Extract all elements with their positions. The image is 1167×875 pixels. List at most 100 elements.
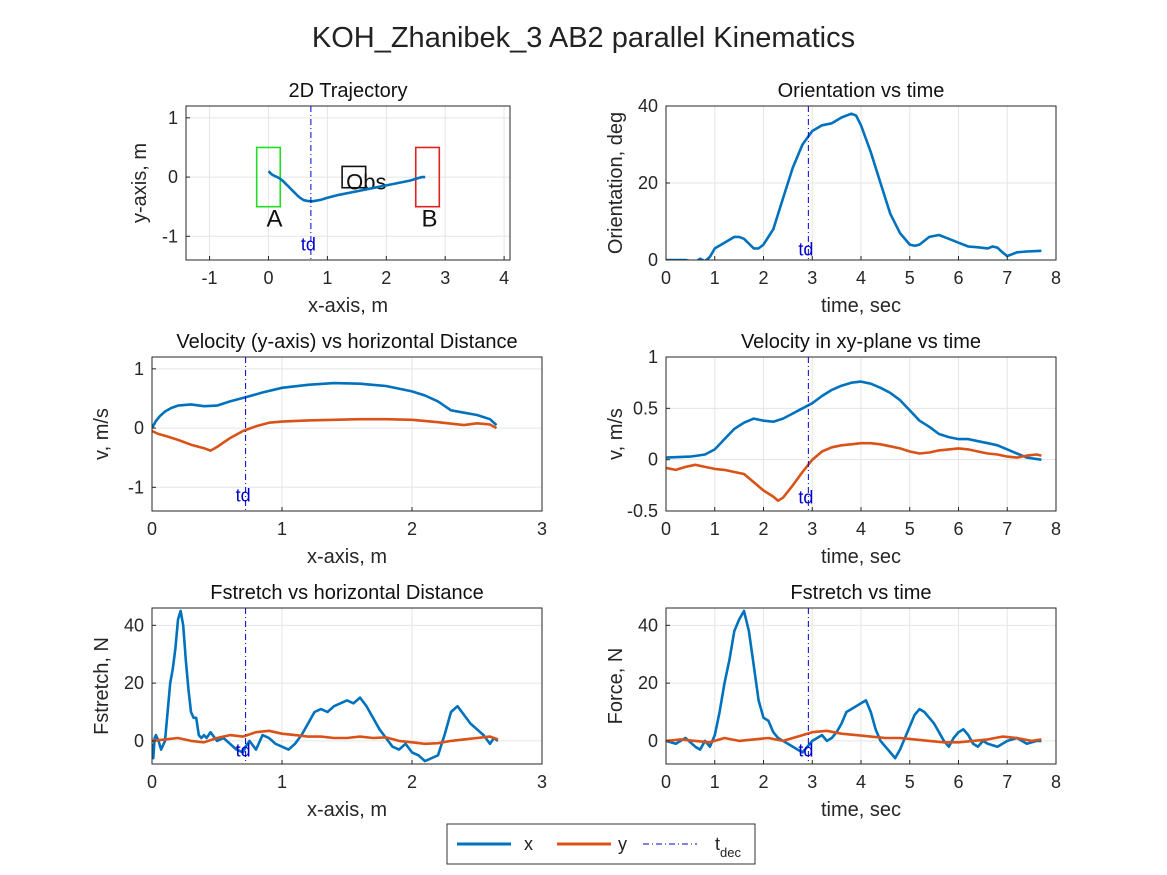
data-layer: td: [666, 608, 1042, 764]
y-tick-label: 1: [648, 347, 658, 367]
x-tick-label: 3: [537, 772, 547, 792]
axes-frame: [185, 105, 511, 261]
data-layer: td: [666, 106, 1042, 260]
x-tick-label: 0: [263, 268, 273, 288]
legend-label-tdec-main: t: [715, 834, 720, 854]
series-line-y: [152, 417, 498, 452]
subplot-2: td 0 1 2 3 4 5 6 7 8 0 20 40 Orientation vs time time,…: [605, 80, 1061, 317]
y-tick-label: 0: [168, 167, 178, 187]
series-line-y: [152, 729, 499, 746]
y-tick-label: -1: [162, 226, 178, 246]
x-tick-label: 4: [499, 268, 509, 288]
y-tick-label: 20: [638, 173, 658, 193]
x-tick-label: 3: [440, 268, 450, 288]
tdec-marker-label: td: [236, 741, 251, 761]
x-tick-label: 2: [758, 772, 768, 792]
y-axis-label: v, m/s: [91, 408, 113, 460]
x-tick-label: 1: [322, 268, 332, 288]
y-axis-label: y-axis, m: [129, 143, 151, 223]
series-line-y: [666, 441, 1042, 503]
x-tick-label: 3: [537, 519, 547, 539]
subplot-title: 2D Trajectory: [289, 80, 408, 102]
x-tick-label: 3: [807, 772, 817, 792]
legend-label-x: x: [524, 834, 533, 854]
x-tick-label: 5: [905, 519, 915, 539]
x-axis-label: x-axis, m: [308, 295, 388, 317]
y-tick-label: 40: [638, 96, 658, 116]
x-tick-label: 0: [661, 519, 671, 539]
x-tick-label: 4: [856, 268, 866, 288]
data-layer: td: [666, 357, 1042, 511]
x-tick-label: 6: [953, 772, 963, 792]
y-tick-label: 20: [124, 673, 144, 693]
series-line-y: [666, 729, 1042, 744]
x-tick-label: 3: [807, 519, 817, 539]
y-tick-label: 0.5: [633, 398, 658, 418]
x-tick-label: 1: [710, 519, 720, 539]
y-axis-label: v, m/s: [605, 408, 627, 460]
series-line-x: [666, 380, 1042, 461]
subplot-title: Fstretch vs horizontal Distance: [210, 582, 483, 604]
end-zone-label: B: [422, 206, 438, 233]
subplot-title: Orientation vs time: [778, 80, 945, 102]
x-tick-label: 1: [277, 772, 287, 792]
obstacle-box: [341, 165, 367, 189]
x-axis-label: time, sec: [821, 799, 901, 821]
x-tick-label: 4: [856, 772, 866, 792]
tdec-marker-label: td: [798, 239, 813, 259]
x-axis-label: x-axis, m: [307, 546, 387, 568]
x-tick-label: 2: [758, 519, 768, 539]
x-tick-label: 0: [147, 772, 157, 792]
figure-title: KOH_Zhanibek_3 AB2 parallel Kinematics: [312, 22, 855, 54]
x-tick-label: 5: [905, 268, 915, 288]
axes-frame: [151, 356, 543, 512]
x-tick-label: 2: [407, 772, 417, 792]
x-tick-label: 7: [1002, 268, 1012, 288]
x-tick-label: -1: [202, 268, 218, 288]
y-axis-label: Fstretch, N: [91, 637, 113, 735]
x-tick-label: 3: [807, 268, 817, 288]
y-tick-label: 0: [134, 418, 144, 438]
subplot-6: td 0 1 2 3 4 5 6 7 8 0 20 40 Fstretch vs time time, se…: [605, 582, 1061, 821]
x-tick-label: 1: [710, 268, 720, 288]
y-axis-label: Force, N: [605, 648, 627, 725]
x-tick-label: 1: [710, 772, 720, 792]
x-tick-label: 2: [407, 519, 417, 539]
series-line-x: [267, 170, 426, 203]
tdec-marker-label: td: [301, 234, 316, 254]
y-tick-label: 40: [124, 615, 144, 635]
x-axis-label: time, sec: [821, 546, 901, 568]
x-tick-label: 0: [147, 519, 157, 539]
start-zone-label: A: [266, 206, 282, 233]
y-tick-label: 0: [648, 450, 658, 470]
x-tick-label: 0: [661, 772, 671, 792]
subplot-5: td 0 1 2 3 0 20 40 Fstretch vs horizontal Distan…: [91, 582, 547, 821]
y-axis-label: Orientation, deg: [605, 112, 627, 254]
legend-label-tdec-sub: dec: [720, 845, 741, 860]
x-tick-label: 6: [953, 268, 963, 288]
y-tick-label: 0: [648, 250, 658, 270]
series-line-x: [666, 609, 1042, 760]
tdec-marker-label: td: [798, 741, 813, 761]
x-tick-label: 8: [1051, 268, 1061, 288]
tdec-marker-label: td: [798, 488, 813, 508]
axes-frame: [151, 607, 543, 765]
x-tick-label: 1: [277, 519, 287, 539]
x-tick-label: 5: [905, 772, 915, 792]
y-tick-label: 0: [134, 731, 144, 751]
x-tick-label: 8: [1051, 772, 1061, 792]
y-tick-label: 40: [638, 615, 658, 635]
end-zone-box: [414, 146, 441, 208]
legend: x y tdec: [446, 823, 756, 865]
series-line-x: [152, 381, 498, 429]
start-zone-box: [255, 146, 282, 208]
series-line-x: [666, 112, 1042, 260]
y-tick-label: 1: [168, 108, 178, 128]
subplot-title: Velocity in xy-plane vs time: [741, 331, 981, 353]
tdec-marker-label: td: [236, 485, 251, 505]
x-tick-label: 8: [1051, 519, 1061, 539]
